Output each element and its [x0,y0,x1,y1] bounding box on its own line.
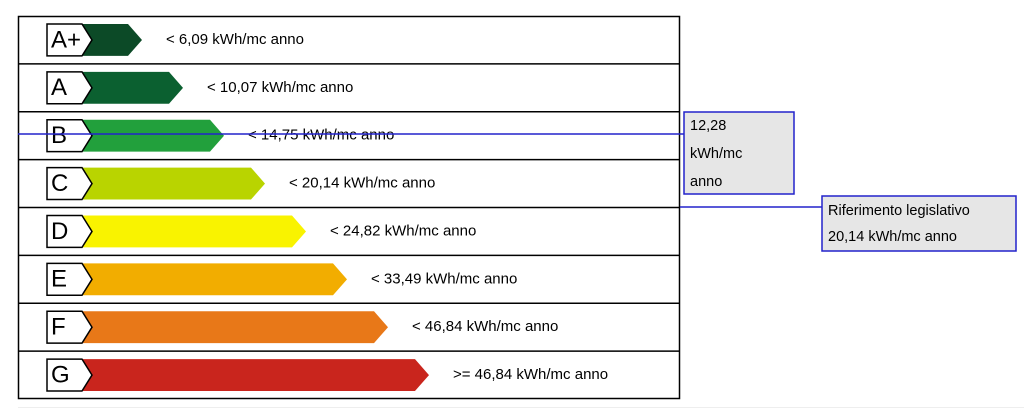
letter-box [46,214,93,249]
letter-box [46,23,93,57]
class-range: < 46,84 kWh/mc anno [412,318,558,335]
class-range: < 20,14 kWh/mc anno [289,175,435,192]
class-letter: E [51,266,67,293]
class-range: < 33,49 kWh/mc anno [371,270,517,287]
class-arrow [82,263,347,296]
current-text: anno [690,174,722,190]
class-arrow [82,119,224,152]
class-letter: G [51,361,70,388]
reference-text: Riferimento legislativo [828,203,970,219]
letter-box [46,358,93,392]
class-arrow [82,167,265,200]
letter-box [46,119,93,153]
class-range: >= 46,84 kWh/mc anno [453,366,608,383]
letter-box [46,71,93,105]
current-box [683,111,795,195]
class-letter: D [51,218,68,245]
class-letter: A+ [51,26,81,53]
class-letter: F [51,314,66,341]
reference-text: 20,14 kWh/mc anno [828,229,957,245]
reference-box [821,195,1017,252]
class-range: < 24,82 kWh/mc anno [330,222,476,239]
class-range: < 14,75 kWh/mc anno [248,127,394,144]
class-arrow [82,24,142,56]
class-arrow [82,359,429,391]
class-letter: B [51,122,67,149]
class-letter: A [51,74,67,101]
class-arrow [82,215,306,248]
letter-box [46,310,93,344]
class-letter: C [51,170,68,197]
current-text: kWh/mc [690,146,742,162]
current-text: 12,28 [690,118,726,134]
letter-box [46,262,93,296]
class-arrow [82,71,183,104]
class-arrow [82,311,388,344]
class-range: < 10,07 kWh/mc anno [207,79,353,96]
letter-box [46,166,93,201]
footer-line [18,407,1024,408]
class-range: < 6,09 kWh/mc anno [166,31,304,48]
